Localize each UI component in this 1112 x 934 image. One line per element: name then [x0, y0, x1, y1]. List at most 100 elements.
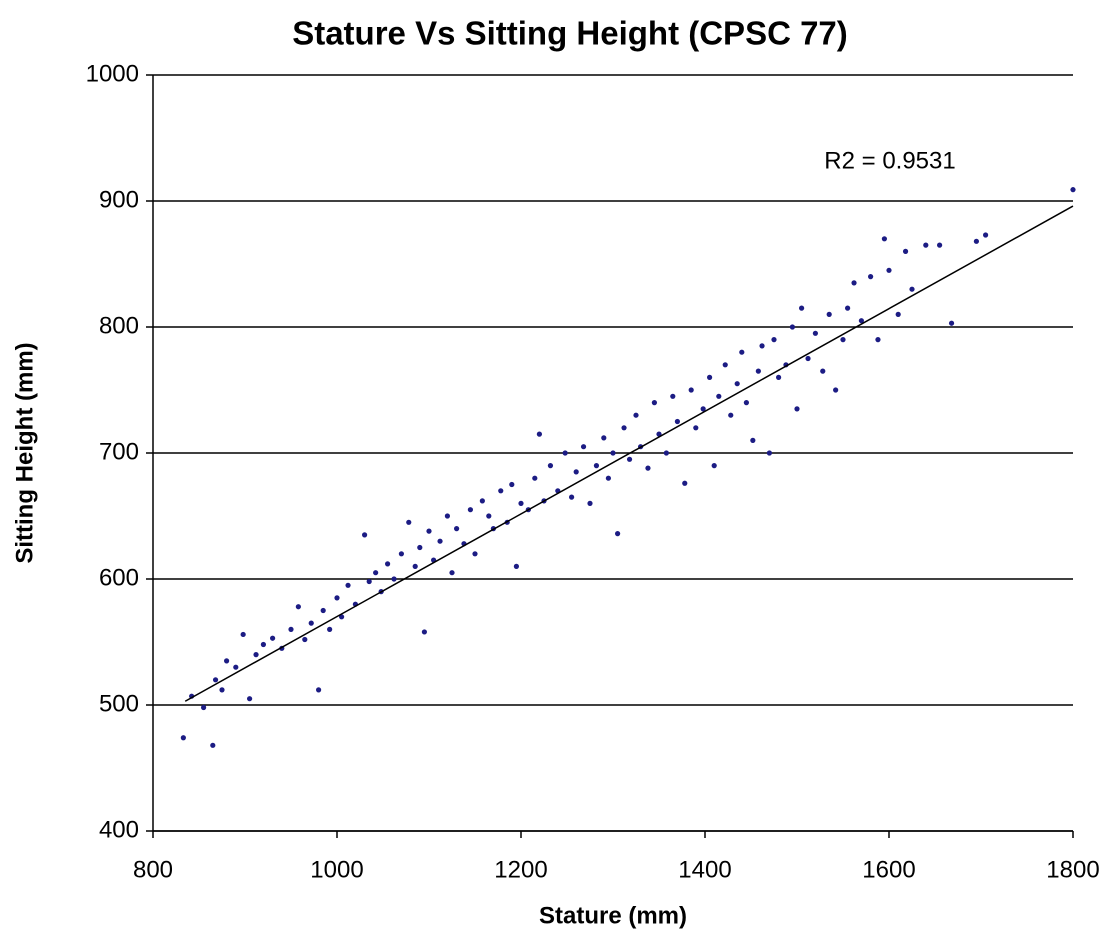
point — [707, 374, 713, 380]
point — [693, 425, 699, 431]
point — [210, 742, 216, 748]
point — [789, 324, 796, 330]
point — [794, 406, 800, 412]
x-tick-label: 1800 — [1046, 856, 1099, 883]
point — [728, 412, 734, 418]
point — [247, 696, 253, 702]
point — [743, 400, 750, 406]
x-tick-label: 1200 — [494, 856, 547, 883]
point — [327, 626, 333, 633]
point — [923, 242, 929, 248]
point — [805, 355, 811, 362]
point — [759, 343, 765, 349]
point — [562, 450, 568, 456]
point — [700, 406, 706, 412]
point — [302, 636, 308, 643]
point — [233, 664, 239, 670]
point — [626, 456, 633, 462]
trendline — [184, 205, 1074, 702]
point — [385, 561, 391, 567]
x-tick-label: 1600 — [862, 856, 915, 883]
point — [270, 635, 276, 641]
point — [826, 311, 832, 317]
point — [674, 418, 681, 425]
point — [833, 387, 839, 393]
point — [895, 311, 901, 317]
point — [295, 604, 301, 610]
point — [569, 494, 575, 500]
point — [253, 652, 259, 658]
point — [224, 658, 230, 664]
point — [858, 318, 865, 324]
point — [454, 526, 460, 532]
point — [426, 528, 432, 534]
point — [909, 286, 915, 292]
point — [771, 337, 777, 343]
point — [587, 500, 593, 506]
point — [509, 481, 515, 488]
point — [391, 576, 397, 582]
point — [983, 232, 989, 238]
point — [573, 469, 579, 475]
point — [605, 475, 612, 481]
point — [840, 337, 846, 343]
x-tick-label: 1000 — [310, 856, 363, 883]
point — [398, 551, 404, 557]
point — [610, 450, 616, 456]
point — [886, 267, 892, 273]
point — [937, 242, 943, 248]
point — [615, 531, 621, 537]
point — [288, 626, 294, 633]
point — [373, 570, 379, 576]
point — [366, 578, 372, 585]
point — [316, 687, 322, 693]
x-tick-label: 800 — [133, 856, 173, 883]
point — [851, 280, 857, 286]
y-tick-label: 1000 — [86, 60, 139, 87]
point — [406, 519, 412, 525]
point — [621, 425, 627, 431]
point — [498, 488, 504, 494]
chart-title: Stature Vs Sitting Height (CPSC 77) — [292, 15, 848, 52]
point — [180, 735, 186, 741]
point — [716, 393, 722, 399]
y-tick-label: 600 — [99, 564, 139, 591]
point — [688, 387, 694, 393]
point — [663, 450, 669, 456]
point — [799, 305, 805, 311]
point — [513, 563, 520, 570]
point — [750, 437, 756, 443]
point — [479, 498, 485, 504]
point — [212, 677, 219, 683]
y-tick-label: 500 — [99, 690, 139, 717]
point — [902, 248, 909, 254]
point — [308, 620, 314, 626]
point — [467, 507, 473, 513]
point — [755, 368, 761, 374]
point — [739, 349, 745, 355]
point — [820, 368, 826, 374]
point — [334, 595, 340, 601]
point — [711, 463, 717, 469]
y-axis-title: Sitting Height (mm) — [11, 342, 38, 563]
point — [449, 570, 455, 576]
point — [601, 435, 607, 441]
point — [444, 513, 450, 519]
point — [734, 381, 740, 387]
point — [845, 305, 851, 311]
point — [412, 563, 418, 570]
point — [593, 463, 600, 469]
point — [776, 374, 782, 380]
point — [486, 513, 492, 519]
x-axis-title: Stature (mm) — [539, 902, 687, 929]
y-tick-label: 800 — [99, 312, 139, 339]
point — [651, 400, 658, 406]
point — [948, 320, 955, 326]
point — [722, 362, 728, 368]
point — [437, 538, 443, 544]
point — [532, 475, 538, 481]
point — [633, 412, 639, 418]
point — [547, 463, 554, 469]
point — [421, 629, 427, 635]
